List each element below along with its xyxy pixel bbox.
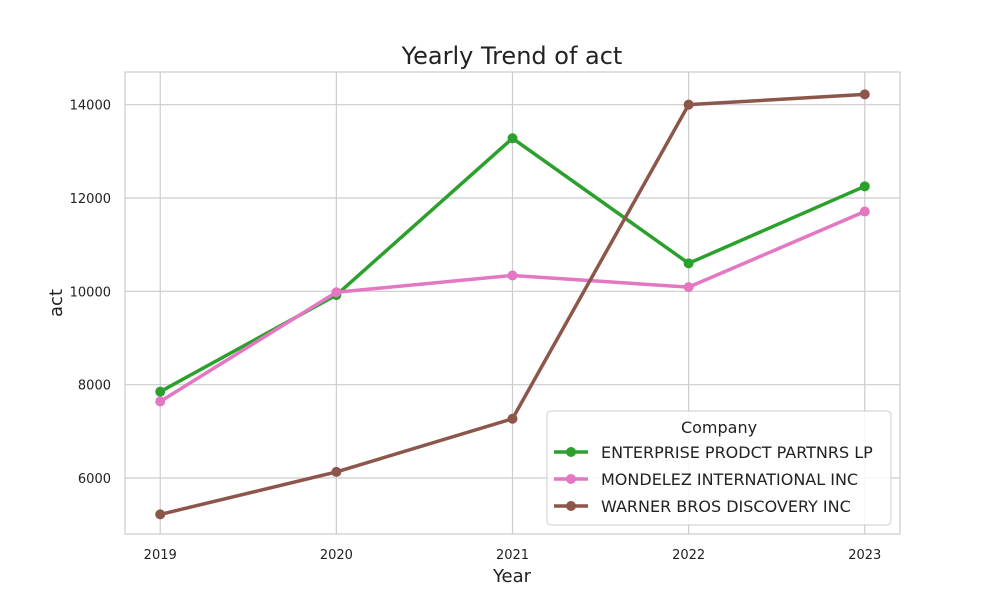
data-point	[331, 287, 342, 298]
y-tick-label: 10000	[70, 285, 111, 300]
data-point	[507, 413, 518, 424]
y-tick-label: 14000	[70, 99, 111, 114]
y-tick-label: 6000	[78, 472, 111, 487]
plot-area	[124, 71, 901, 535]
data-point	[859, 181, 870, 192]
legend-box	[546, 410, 892, 526]
y-axis-ticks: 6000 8000 10000 12000 14000	[70, 99, 111, 487]
x-tick-label: 2020	[320, 548, 353, 563]
x-axis-label: Year	[492, 566, 532, 587]
x-axis-ticks: 2019 2020 2021 2022 2023	[144, 548, 882, 563]
data-point	[683, 99, 694, 110]
data-point	[507, 133, 518, 144]
y-tick-label: 12000	[70, 192, 111, 207]
legend-label: MONDELEZ INTERNATIONAL INC	[601, 470, 858, 489]
data-point	[683, 282, 694, 293]
legend-label: WARNER BROS DISCOVERY INC	[601, 497, 851, 516]
legend-swatch-marker	[566, 447, 576, 457]
x-tick-label: 2019	[144, 548, 177, 563]
legend-label: ENTERPRISE PRODCT PARTNRS LP	[601, 443, 873, 462]
x-tick-label: 2021	[496, 548, 529, 563]
x-tick-label: 2022	[672, 548, 705, 563]
legend-title: Company	[681, 418, 757, 437]
legend-swatch-marker	[566, 501, 576, 511]
data-point	[507, 270, 518, 281]
x-tick-label: 2023	[848, 548, 881, 563]
data-point	[859, 206, 870, 217]
legend-swatch-marker	[566, 474, 576, 484]
y-tick-label: 8000	[78, 379, 111, 394]
data-point	[155, 386, 166, 397]
legend: Company ENTERPRISE PRODCT PARTNRS LP MOND…	[546, 410, 892, 526]
legend-items: ENTERPRISE PRODCT PARTNRS LP MONDELEZ INT…	[554, 443, 873, 516]
data-point	[155, 396, 166, 407]
series-group	[155, 89, 870, 520]
data-point	[683, 258, 694, 269]
data-point	[859, 89, 870, 100]
data-point	[331, 466, 342, 477]
data-point	[155, 509, 166, 520]
y-axis-label: act	[46, 289, 67, 317]
chart-title: Yearly Trend of act	[401, 42, 623, 70]
